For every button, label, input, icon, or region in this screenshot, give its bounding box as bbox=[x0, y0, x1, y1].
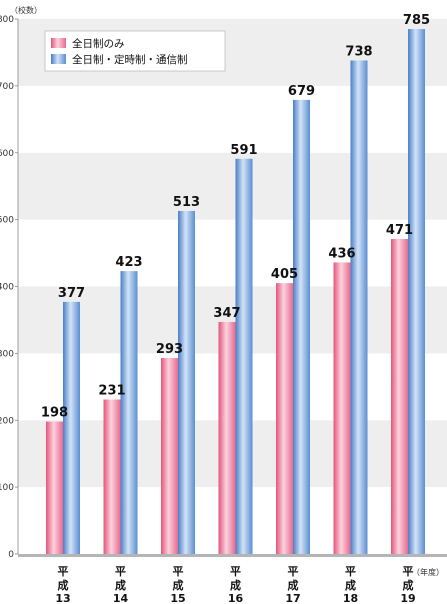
value-label: 513 bbox=[173, 195, 200, 210]
x-category-label-era: 平 bbox=[403, 565, 414, 578]
value-label: 377 bbox=[58, 286, 85, 301]
grid-bands bbox=[18, 19, 447, 554]
x-category-label-era2: 成 bbox=[58, 578, 69, 592]
x-category-label-era: 平 bbox=[115, 565, 126, 578]
value-label: 471 bbox=[386, 223, 413, 238]
x-category-label-year: 14 bbox=[113, 592, 129, 604]
x-category-label-year: 13 bbox=[55, 592, 70, 604]
bar-zennichisei-only-14 bbox=[103, 399, 121, 554]
x-axis-floor bbox=[18, 554, 447, 557]
grid-band bbox=[18, 85, 447, 153]
x-category-label-era: 平 bbox=[173, 565, 184, 578]
value-label: 436 bbox=[328, 246, 355, 261]
y-tick-label: 600 bbox=[0, 149, 14, 159]
value-label: 679 bbox=[288, 84, 315, 99]
y-tick-label: 200 bbox=[0, 416, 14, 426]
x-category-label-year: 15 bbox=[170, 592, 185, 604]
x-category-label-year: 17 bbox=[285, 592, 300, 604]
value-label: 405 bbox=[271, 267, 298, 282]
x-category-label-era2: 成 bbox=[345, 578, 356, 592]
bar-all-types-19 bbox=[408, 29, 425, 554]
bar-all-types-16 bbox=[235, 158, 253, 555]
bar-all-types-14 bbox=[120, 271, 138, 554]
x-category-label-era2: 成 bbox=[115, 578, 126, 592]
x-category-label-era2: 成 bbox=[403, 578, 414, 592]
y-tick-label: 300 bbox=[0, 349, 14, 359]
y-tick-label: 0 bbox=[8, 550, 14, 560]
x-category-label-era: 平 bbox=[288, 565, 299, 578]
grid-band bbox=[18, 219, 447, 287]
value-label: 231 bbox=[98, 384, 125, 399]
value-label: 347 bbox=[213, 306, 240, 321]
x-unit-label: （年度） bbox=[412, 567, 444, 577]
y-tick-label: 100 bbox=[0, 483, 14, 493]
value-label: 738 bbox=[345, 44, 372, 59]
y-tick-label: 400 bbox=[0, 283, 14, 293]
bars bbox=[46, 29, 425, 555]
x-category-label-era: 平 bbox=[230, 565, 241, 578]
y-tick-label: 700 bbox=[0, 82, 14, 92]
bar-zennichisei-only-15 bbox=[161, 358, 178, 554]
x-category-label-year: 16 bbox=[228, 592, 244, 604]
x-category-label-era: 平 bbox=[58, 565, 69, 578]
bar-all-types-13 bbox=[63, 301, 80, 554]
y-unit-label: （校数） bbox=[10, 5, 42, 15]
bar-all-types-15 bbox=[178, 210, 195, 554]
data-labels: 198 377 231 423 293 513 347 591 405 679 436 738 471 7… bbox=[41, 13, 430, 421]
value-label: 293 bbox=[156, 342, 183, 357]
x-category-label-year: 19 bbox=[400, 592, 415, 604]
y-tick-label: 500 bbox=[0, 216, 14, 226]
axes: 0 100 200 300 400 500 600 700 800 bbox=[0, 15, 447, 560]
legend-label-1: 全日制のみ bbox=[72, 37, 125, 50]
bar-zennichisei-only-16 bbox=[218, 321, 236, 554]
value-label: 591 bbox=[230, 143, 257, 158]
legend-label-2: 全日制・定時制・通信制 bbox=[72, 53, 188, 66]
x-category-label-era2: 成 bbox=[173, 578, 184, 592]
value-label: 198 bbox=[41, 406, 68, 421]
x-category-label-era2: 成 bbox=[230, 578, 241, 592]
legend: 全日制のみ 全日制・定時制・通信制 bbox=[44, 30, 226, 72]
y-tick-label: 800 bbox=[0, 15, 14, 25]
x-category-label-era2: 成 bbox=[288, 578, 299, 592]
bar-zennichisei-only-13 bbox=[46, 421, 63, 554]
value-label: 423 bbox=[115, 255, 142, 270]
bar-zennichisei-only-18 bbox=[333, 262, 351, 554]
bar-all-types-18 bbox=[350, 60, 368, 555]
x-category-label-era: 平 bbox=[345, 565, 356, 578]
value-label: 785 bbox=[403, 13, 430, 28]
x-category-label-year: 18 bbox=[343, 592, 358, 604]
legend-swatch-2 bbox=[51, 54, 66, 64]
bar-zennichisei-only-17 bbox=[276, 283, 293, 554]
bar-zennichisei-only-19 bbox=[391, 239, 408, 555]
bar-all-types-17 bbox=[293, 99, 310, 554]
grid-band bbox=[18, 152, 447, 220]
legend-swatch-1 bbox=[51, 38, 66, 48]
